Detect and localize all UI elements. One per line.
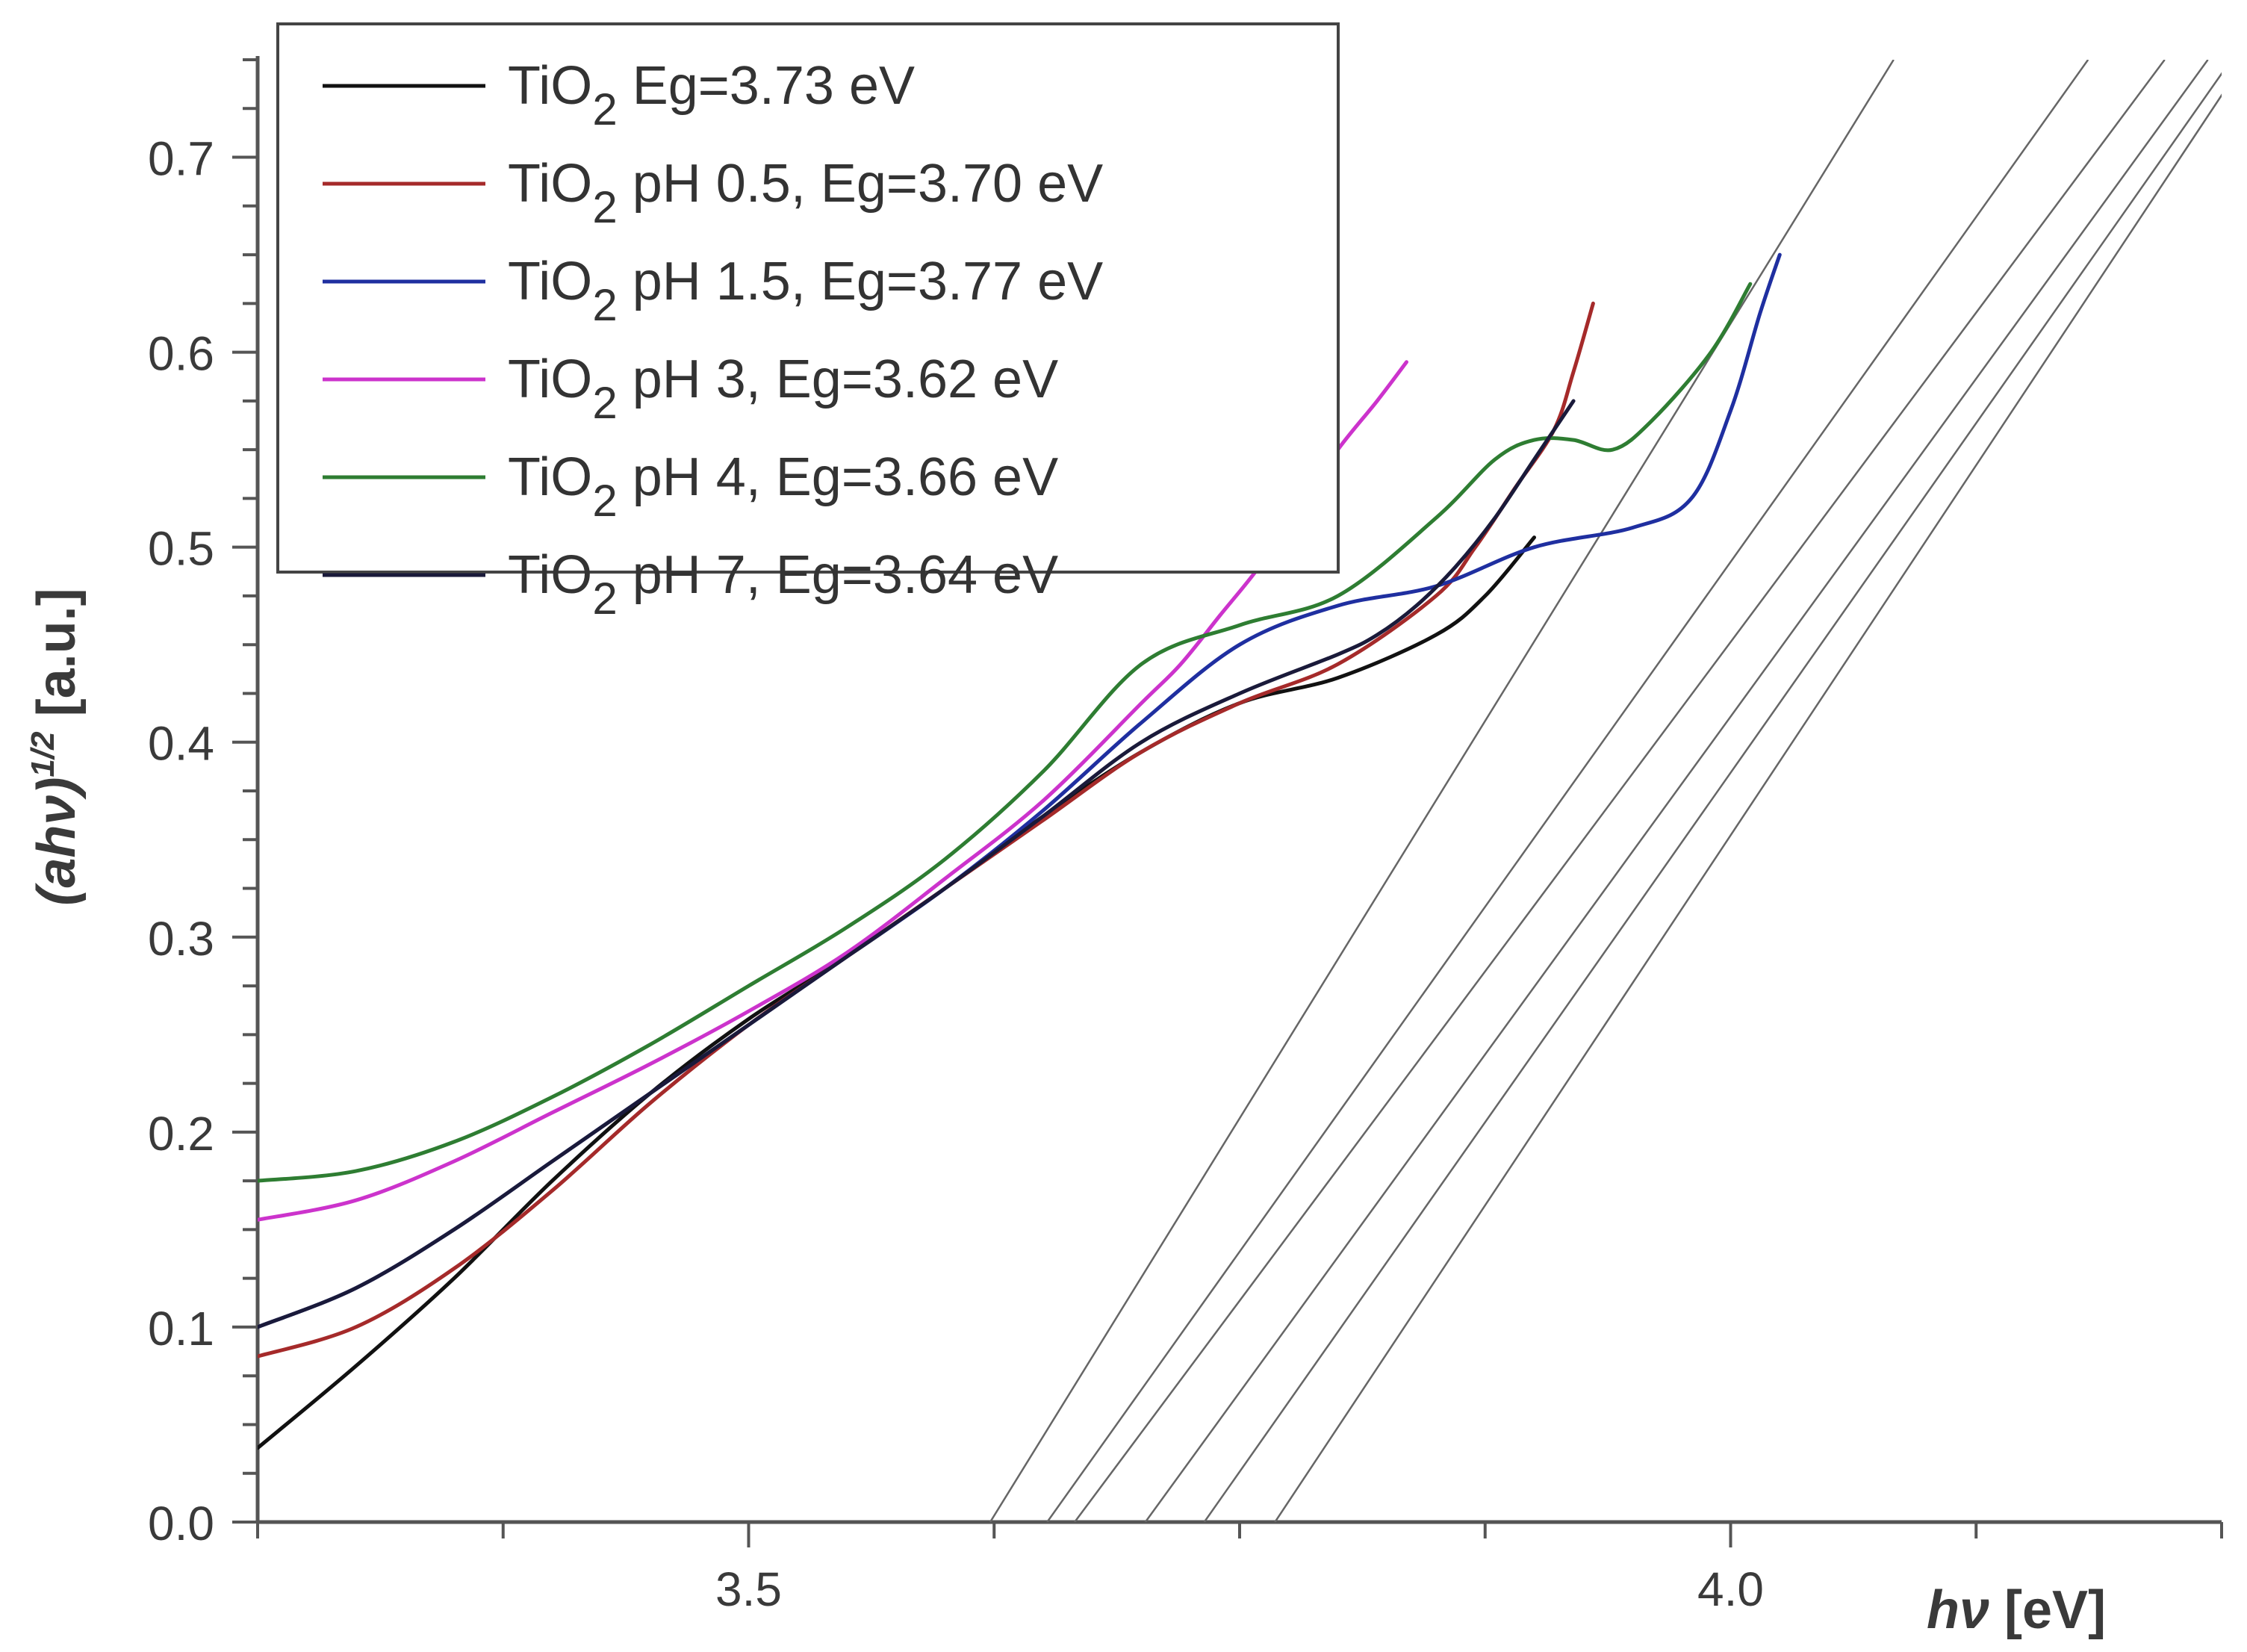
y-axis-label-sup: 1/2: [25, 731, 61, 777]
tangent-fit-line: [1144, 60, 2209, 1522]
legend-label-5: TiO2 pH 4, Eg=3.66 eV: [508, 447, 1058, 526]
x-axis-label: hν [eV]: [1927, 1580, 2106, 1640]
x-axis-label-symbol: hν: [1927, 1580, 1989, 1640]
y-tick-label: 0.1: [148, 1302, 214, 1356]
y-tick-label: 0.0: [148, 1497, 214, 1550]
tangent-lines: [989, 60, 2222, 1522]
y-ticks: 0.0 0.1 0.2 0.3 0.4 0.5 0.6 0.7: [148, 58, 258, 1550]
y-tick-label: 0.5: [148, 522, 214, 576]
legend: TiO2 Eg=3.73 eV TiO2 pH 0.5, Eg=3.70 eV Ti…: [276, 22, 1340, 624]
legend-box: [276, 22, 1340, 574]
tangent-fit-line: [1203, 72, 2222, 1522]
y-tick-label: 0.3: [148, 912, 214, 966]
x-axis-label-unit: [eV]: [1989, 1580, 2106, 1640]
y-tick-label: 0.6: [148, 327, 214, 381]
tangent-fit-line: [1274, 93, 2222, 1522]
x-tick-label: 3.5: [715, 1562, 782, 1616]
legend-label-6: TiO2 pH 7, Eg=3.64 eV: [508, 545, 1058, 624]
tangent-fit-line: [1074, 60, 2166, 1522]
legend-label-3: TiO2 pH 1.5, Eg=3.77 eV: [508, 252, 1103, 330]
y-axis-label-unit: [a.u.]: [27, 588, 87, 731]
y-tick-label: 0.2: [148, 1107, 214, 1161]
legend-label-1: TiO2 Eg=3.73 eV: [508, 56, 915, 134]
legend-label-4: TiO2 pH 3, Eg=3.62 eV: [508, 350, 1058, 428]
series-line-6: [258, 399, 1576, 1329]
y-tick-label: 0.4: [148, 717, 214, 771]
tangent-fit-line: [989, 60, 1895, 1522]
series-line-1: [258, 535, 1536, 1450]
y-axis-label-main: (ahν): [27, 777, 87, 906]
legend-label-2: TiO2 pH 0.5, Eg=3.70 eV: [508, 154, 1103, 232]
y-axis-label: (ahν)1/2 [a.u.]: [25, 588, 87, 905]
tangent-fit-line: [1046, 60, 2089, 1522]
x-ticks: 3.5 4.0: [256, 1522, 2223, 1616]
data-series: [258, 252, 1782, 1450]
x-tick-label: 4.0: [1697, 1562, 1764, 1616]
series-line-5: [258, 282, 1753, 1183]
y-tick-label: 0.7: [148, 132, 214, 186]
